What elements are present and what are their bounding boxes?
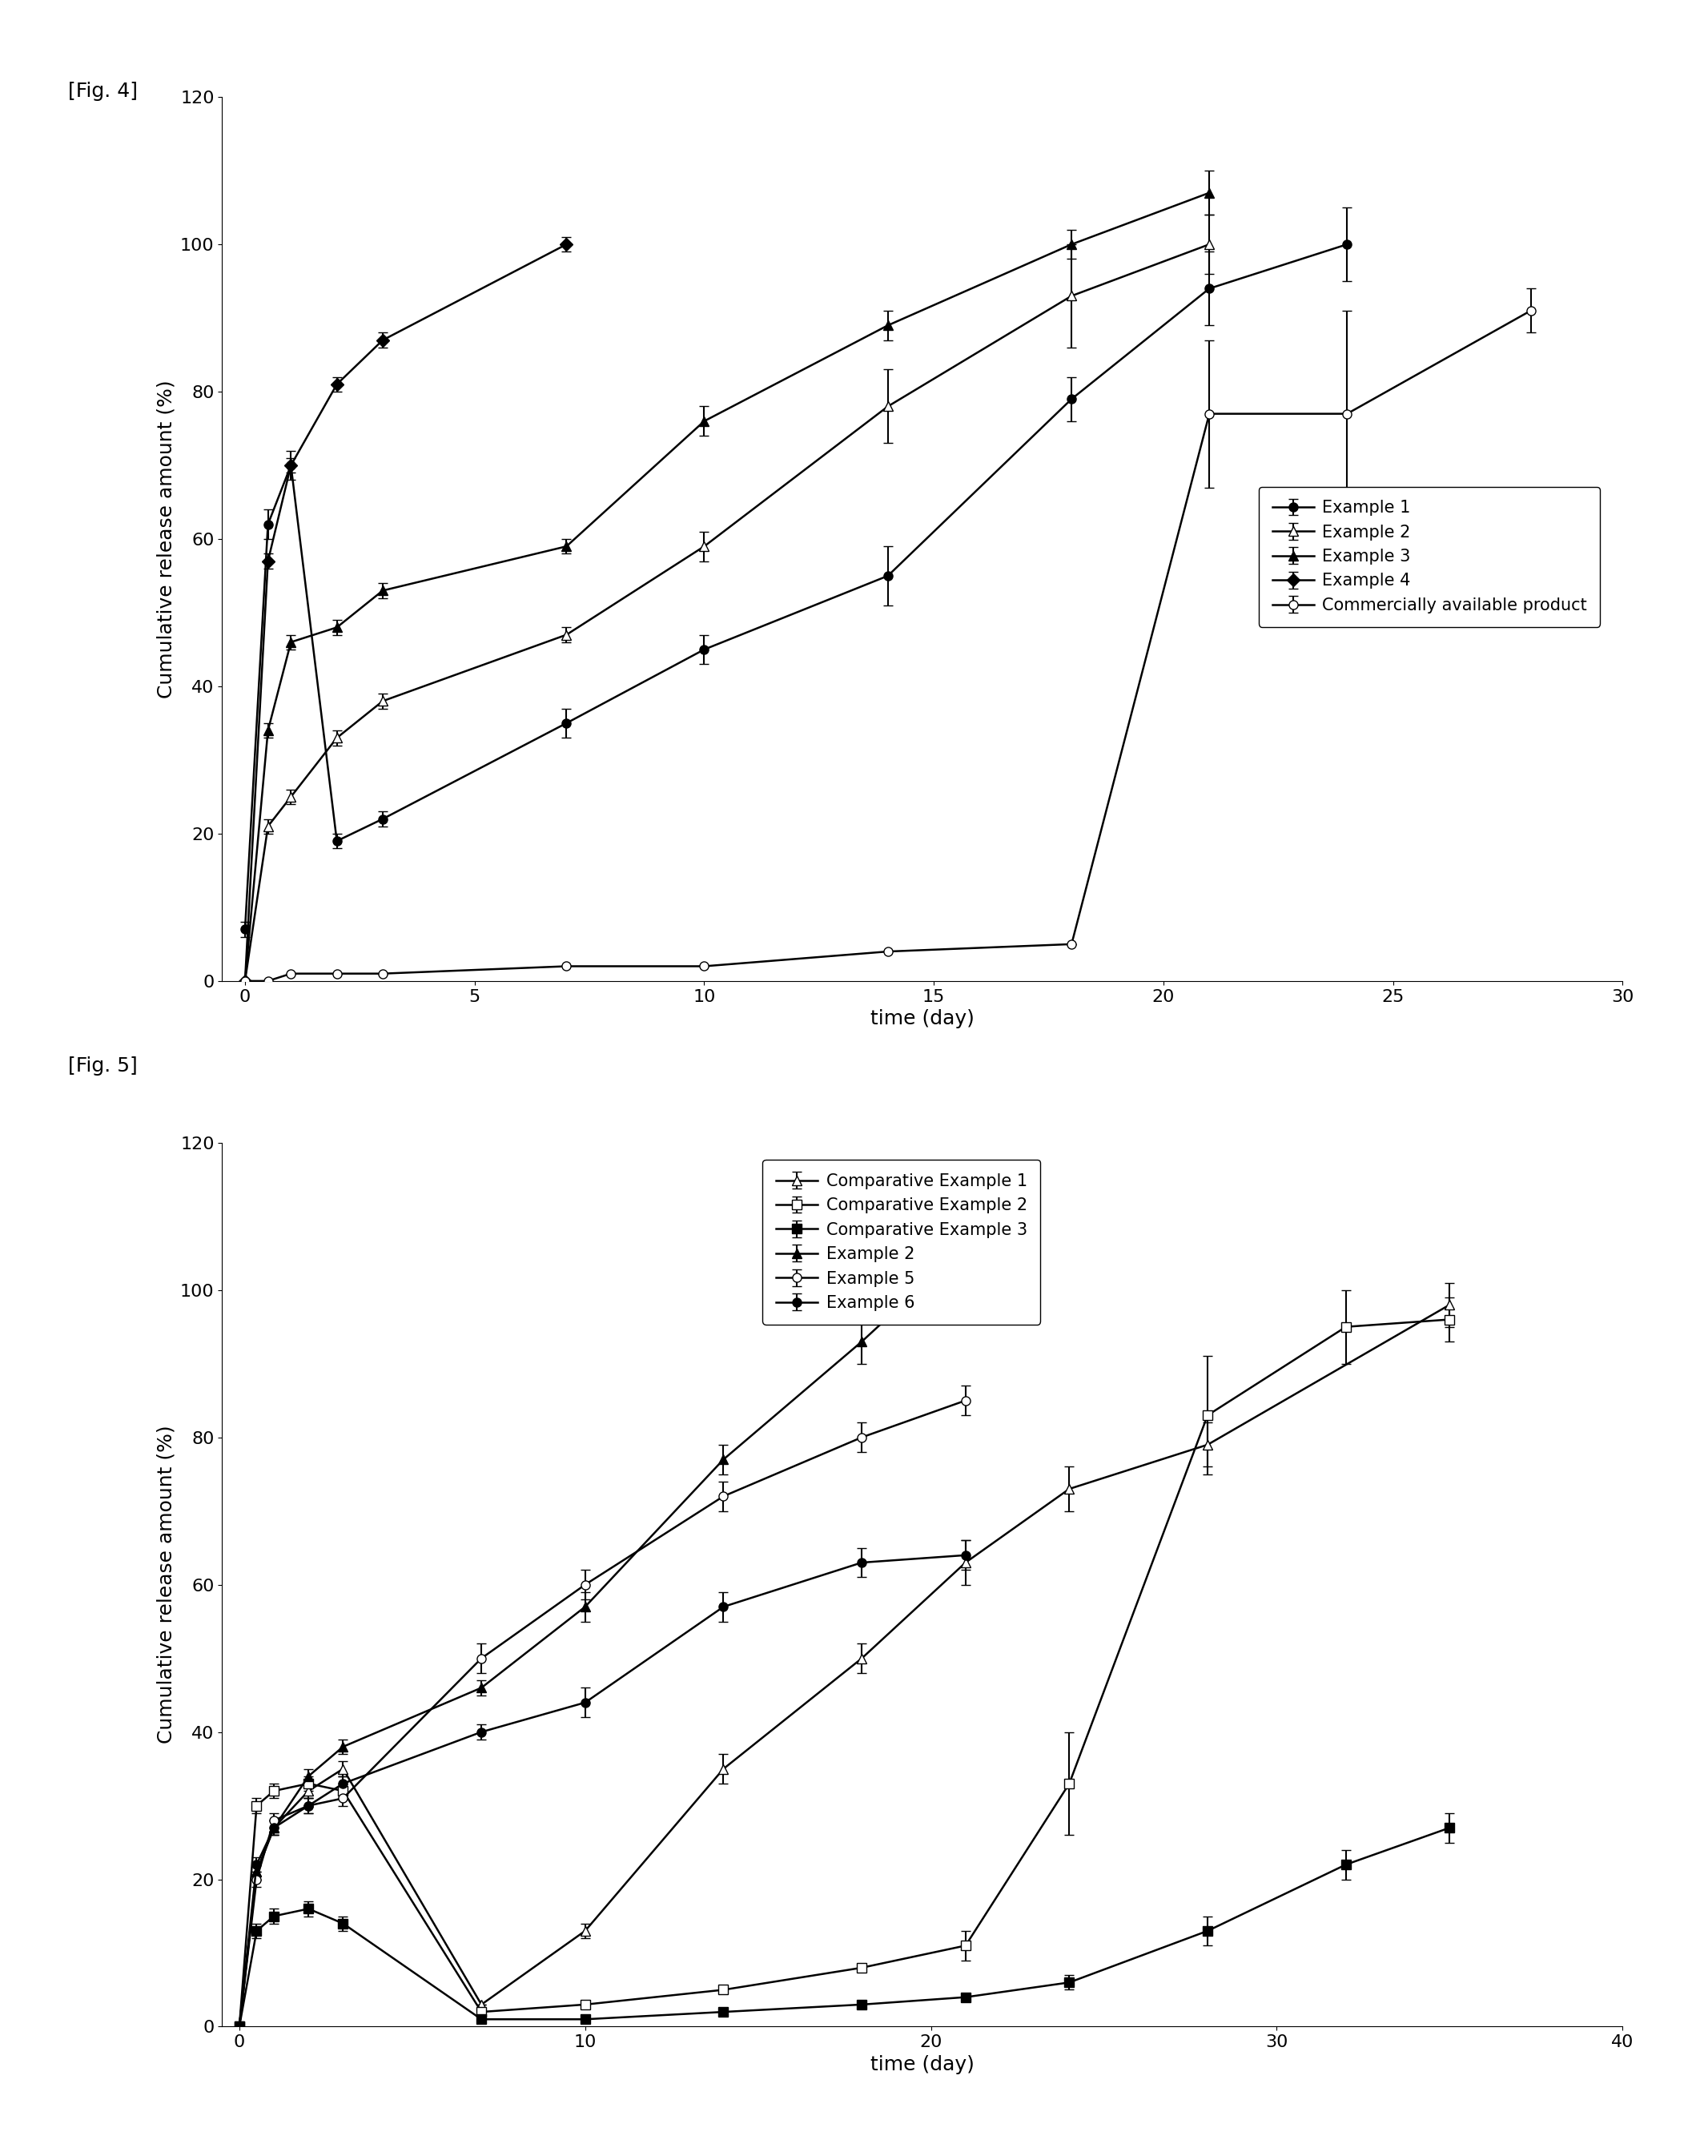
Legend: Comparative Example 1, Comparative Example 2, Comparative Example 3, Example 2, : Comparative Example 1, Comparative Examp…	[762, 1160, 1040, 1324]
X-axis label: time (day): time (day)	[871, 1009, 974, 1028]
Text: [Fig. 4]: [Fig. 4]	[68, 82, 138, 101]
Legend: Example 1, Example 2, Example 3, Example 4, Commercially available product: Example 1, Example 2, Example 3, Example…	[1259, 487, 1600, 627]
Y-axis label: Cumulative release amount (%): Cumulative release amount (%)	[157, 1425, 176, 1744]
Y-axis label: Cumulative release amount (%): Cumulative release amount (%)	[157, 379, 176, 699]
Text: [Fig. 5]: [Fig. 5]	[68, 1056, 138, 1076]
X-axis label: time (day): time (day)	[871, 2055, 974, 2074]
